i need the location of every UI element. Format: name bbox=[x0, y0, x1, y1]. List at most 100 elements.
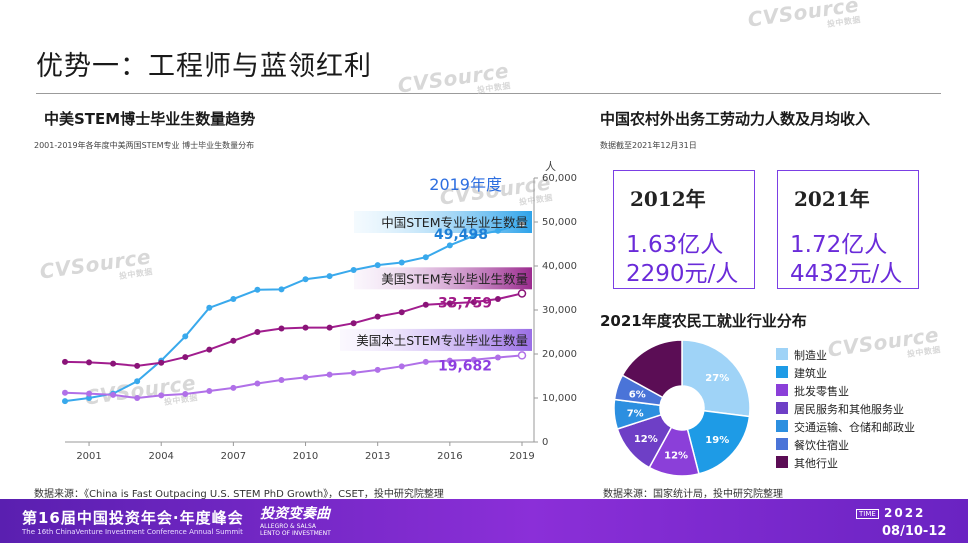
stat-year: 2021年 bbox=[794, 187, 870, 211]
legend-swatch bbox=[776, 348, 788, 360]
x-tick-label: 2016 bbox=[437, 451, 462, 462]
title-divider bbox=[36, 93, 941, 94]
data-point bbox=[254, 329, 261, 335]
data-point bbox=[206, 304, 213, 311]
stat-box-2021: 2021年 1.72亿人 4432元/人 bbox=[777, 170, 919, 289]
data-point bbox=[86, 390, 93, 397]
pie-slice-label: 12% bbox=[664, 451, 688, 462]
y-tick-label: 50,000 bbox=[542, 217, 577, 228]
pie-slice-label: 6% bbox=[629, 389, 646, 400]
data-point bbox=[470, 356, 477, 363]
pie-slice bbox=[686, 409, 751, 475]
x-tick-label: 2013 bbox=[365, 451, 390, 462]
data-point bbox=[62, 358, 68, 365]
data-point bbox=[182, 354, 189, 361]
legend-label: 居民服务和其他服务业 bbox=[794, 403, 904, 416]
stat-workers: 1.72亿人 bbox=[790, 232, 888, 258]
data-point bbox=[230, 296, 237, 302]
y-tick-label: 30,000 bbox=[542, 305, 577, 316]
stat-box-2012: 2012年 1.63亿人 2290元/人 bbox=[613, 170, 755, 289]
x-tick-label: 2007 bbox=[221, 451, 246, 462]
y-unit-label: 人 bbox=[545, 160, 556, 173]
y-tick-label: 10,000 bbox=[542, 393, 577, 404]
data-point bbox=[134, 378, 141, 385]
stat-workers: 1.63亿人 bbox=[626, 232, 724, 258]
data-point bbox=[110, 360, 117, 367]
data-point bbox=[326, 324, 333, 331]
data-point bbox=[422, 358, 429, 365]
series-name-label: 美国STEM专业毕业生数量 bbox=[381, 271, 528, 286]
series-label-band bbox=[340, 328, 532, 351]
x-tick-label: 2010 bbox=[293, 451, 318, 462]
legend-label: 批发零售业 bbox=[794, 385, 849, 398]
footer-title: 第16届中国投资年会·年度峰会 bbox=[22, 509, 244, 527]
data-point bbox=[302, 324, 309, 331]
data-point bbox=[182, 333, 189, 340]
legend-swatch bbox=[776, 366, 788, 378]
y-tick-label: 40,000 bbox=[542, 261, 577, 272]
data-point bbox=[158, 359, 165, 366]
data-point bbox=[350, 266, 357, 273]
watermark: CVSource 投中数据 bbox=[396, 58, 512, 98]
legend-swatch bbox=[776, 402, 788, 414]
legend-swatch bbox=[776, 384, 788, 396]
right-section-title: 中国农村外出务工劳动力人数及月均收入 bbox=[600, 110, 871, 128]
x-tick-label: 2019 bbox=[509, 451, 534, 462]
page-title: 优势一：工程师与蓝领红利 bbox=[36, 51, 372, 82]
pie-slice-label: 27% bbox=[705, 373, 729, 384]
data-point bbox=[206, 387, 213, 394]
data-point bbox=[230, 384, 237, 391]
data-point bbox=[446, 242, 453, 249]
data-point bbox=[302, 276, 309, 283]
footer-bar bbox=[0, 499, 968, 543]
y-tick-label: 0 bbox=[542, 437, 548, 448]
data-point bbox=[230, 337, 237, 344]
data-point bbox=[182, 391, 189, 398]
data-point bbox=[206, 346, 213, 353]
pie-slice-label: 19% bbox=[705, 435, 729, 446]
series-line bbox=[64, 354, 523, 400]
data-point bbox=[326, 273, 333, 280]
data-point bbox=[278, 325, 285, 332]
data-point bbox=[86, 359, 93, 366]
series-label-band bbox=[354, 211, 532, 233]
legend-label: 餐饮住宿业 bbox=[794, 439, 849, 452]
annotation-label: 2019年度 bbox=[429, 175, 502, 194]
y-tick-label: 20,000 bbox=[542, 349, 577, 360]
y-tick-label: 60,000 bbox=[542, 173, 577, 184]
legend-label: 交通运输、仓储和邮政业 bbox=[794, 421, 915, 434]
data-point bbox=[254, 380, 261, 387]
data-point bbox=[517, 219, 527, 229]
series-name-label: 中国STEM专业毕业生数量 bbox=[381, 215, 528, 230]
data-point bbox=[398, 309, 405, 316]
pie-slice-label: 7% bbox=[627, 408, 644, 419]
data-point bbox=[494, 296, 501, 302]
data-point bbox=[350, 320, 357, 327]
legend-swatch bbox=[776, 456, 788, 468]
data-point bbox=[494, 354, 501, 361]
data-point bbox=[374, 313, 381, 320]
x-tick-label: 2001 bbox=[76, 451, 101, 462]
legend-swatch bbox=[776, 420, 788, 432]
line-chart-source: 数据来源：《China is Fast Outpacing U.S. STEM … bbox=[34, 489, 444, 500]
watermark: CVSource 投中数据 bbox=[746, 0, 862, 32]
logo-sub: LENTO OF INVESTMENT bbox=[260, 530, 331, 537]
data-point bbox=[517, 351, 527, 360]
data-point bbox=[350, 369, 357, 376]
data-point bbox=[110, 391, 117, 398]
stat-year: 2012年 bbox=[630, 187, 706, 211]
data-point bbox=[326, 371, 333, 378]
legend-label: 建筑业 bbox=[794, 367, 827, 380]
data-point bbox=[398, 259, 405, 266]
end-value-label: 49,498 bbox=[434, 227, 488, 243]
data-point bbox=[254, 286, 261, 293]
logo-main: 投资变奏曲 bbox=[260, 506, 330, 522]
event-dates: 08/10-12 bbox=[882, 524, 947, 539]
event-year: 2022 bbox=[884, 506, 926, 520]
data-point bbox=[278, 286, 285, 293]
series-label-band bbox=[354, 267, 532, 290]
series-line bbox=[64, 223, 523, 403]
data-point bbox=[494, 227, 501, 234]
right-section-subtitle: 数据截至2021年12月31日 bbox=[600, 141, 697, 150]
